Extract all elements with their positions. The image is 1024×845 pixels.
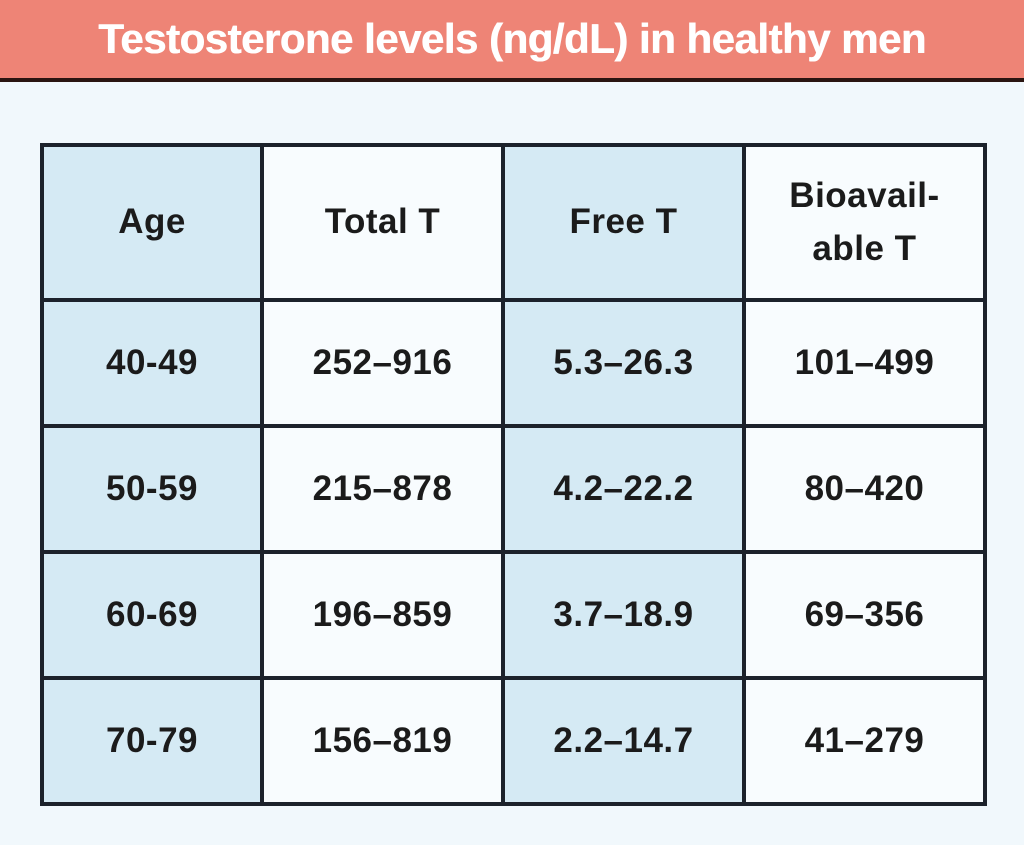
table-cell-total-t: 252–916 [260, 298, 505, 428]
table-cell-age: 40-49 [40, 298, 264, 428]
table-row-40-49: 40-49 252–916 5.3–26.3 101–499 [40, 298, 987, 428]
testosterone-table: Age Total T Free T Bioavail- able T 40-4… [40, 143, 987, 806]
table-cell-bioavailable-t: 69–356 [742, 550, 987, 680]
table-cell-age: 70-79 [40, 676, 264, 806]
column-header-age: Age [40, 143, 264, 302]
table-cell-total-t: 215–878 [260, 424, 505, 554]
table-row-50-59: 50-59 215–878 4.2–22.2 80–420 [40, 424, 987, 554]
table-cell-age: 60-69 [40, 550, 264, 680]
table-cell-free-t: 5.3–26.3 [501, 298, 746, 428]
header-bar: Testosterone levels (ng/dL) in healthy m… [0, 0, 1024, 82]
table-cell-bioavailable-t: 41–279 [742, 676, 987, 806]
table-cell-free-t: 4.2–22.2 [501, 424, 746, 554]
table-cell-total-t: 156–819 [260, 676, 505, 806]
column-header-free-t: Free T [501, 143, 746, 302]
page-title: Testosterone levels (ng/dL) in healthy m… [98, 15, 926, 62]
column-header-total-t: Total T [260, 143, 505, 302]
column-header-bioavailable-t: Bioavail- able T [742, 143, 987, 302]
table-cell-free-t: 3.7–18.9 [501, 550, 746, 680]
table-cell-age: 50-59 [40, 424, 264, 554]
table-row-70-79: 70-79 156–819 2.2–14.7 41–279 [40, 676, 987, 806]
table-header-row: Age Total T Free T Bioavail- able T [40, 143, 987, 302]
table-cell-total-t: 196–859 [260, 550, 505, 680]
table-cell-bioavailable-t: 101–499 [742, 298, 987, 428]
table-row-60-69: 60-69 196–859 3.7–18.9 69–356 [40, 550, 987, 680]
table-cell-bioavailable-t: 80–420 [742, 424, 987, 554]
table-cell-free-t: 2.2–14.7 [501, 676, 746, 806]
